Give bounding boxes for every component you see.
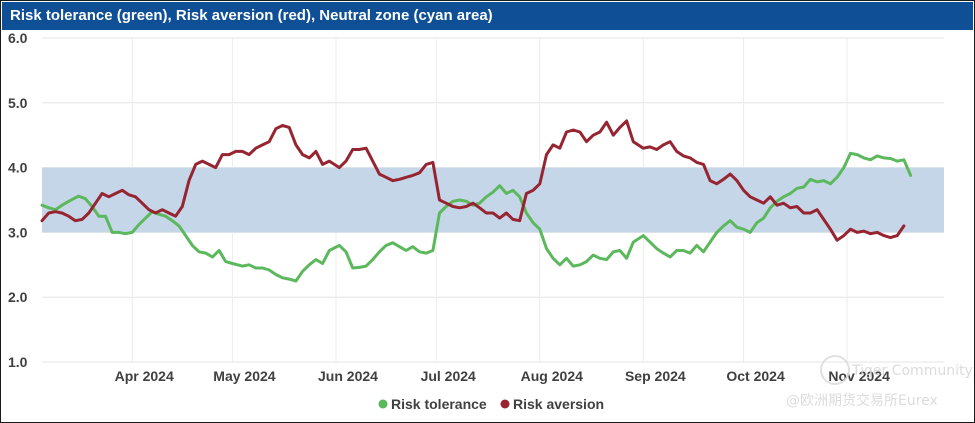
y-tick-label: 2.0 xyxy=(8,289,28,305)
watermark-source: @欧洲期货交易所Eurex xyxy=(786,392,938,409)
tiger-logo-icon xyxy=(820,355,850,385)
series-line-risk-aversion xyxy=(40,119,906,242)
series-line-risk-tolerance xyxy=(40,151,913,283)
x-tick-label: Oct 2024 xyxy=(726,368,785,384)
y-tick-label: 6.0 xyxy=(8,30,28,46)
legend-label: Risk tolerance xyxy=(391,396,487,412)
watermark-brand: Tiger Community xyxy=(851,363,973,379)
y-tick-label: 4.0 xyxy=(8,160,28,176)
y-tick-label: 5.0 xyxy=(8,95,28,111)
x-tick-label: Jul 2024 xyxy=(421,368,476,384)
x-tick-label: Sep 2024 xyxy=(625,368,686,384)
x-axis: Apr 2024 May 2024 Jun 2024 Jul 2024 Aug 2024… xyxy=(115,368,890,384)
x-tick-label: May 2024 xyxy=(213,368,275,384)
legend: Risk tolerance Risk aversion xyxy=(378,396,604,412)
watermark: Tiger Community @欧洲期货交易所Eurex xyxy=(786,355,973,409)
x-tick-label: Apr 2024 xyxy=(115,368,174,384)
legend-label: Risk aversion xyxy=(513,396,604,412)
y-axis: 6.0 5.0 4.0 3.0 2.0 1.0 xyxy=(8,30,28,370)
legend-marker xyxy=(378,399,388,409)
series xyxy=(40,119,913,283)
chart-title: Risk tolerance (green), Risk aversion (r… xyxy=(2,2,973,30)
neutral-zone xyxy=(42,167,944,233)
y-tick-label: 3.0 xyxy=(8,224,28,240)
x-tick-label: Jun 2024 xyxy=(318,368,378,384)
x-tick-label: Aug 2024 xyxy=(521,368,583,384)
legend-marker xyxy=(500,399,510,409)
y-tick-label: 1.0 xyxy=(8,354,28,370)
